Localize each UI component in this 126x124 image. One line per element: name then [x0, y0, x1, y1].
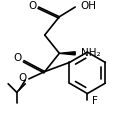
Text: O: O: [18, 73, 26, 83]
Text: OH: OH: [81, 1, 97, 11]
Text: F: F: [92, 96, 98, 107]
Polygon shape: [59, 52, 75, 55]
Text: O: O: [28, 1, 37, 11]
Text: O: O: [13, 53, 21, 63]
Text: NH₂: NH₂: [81, 48, 100, 58]
